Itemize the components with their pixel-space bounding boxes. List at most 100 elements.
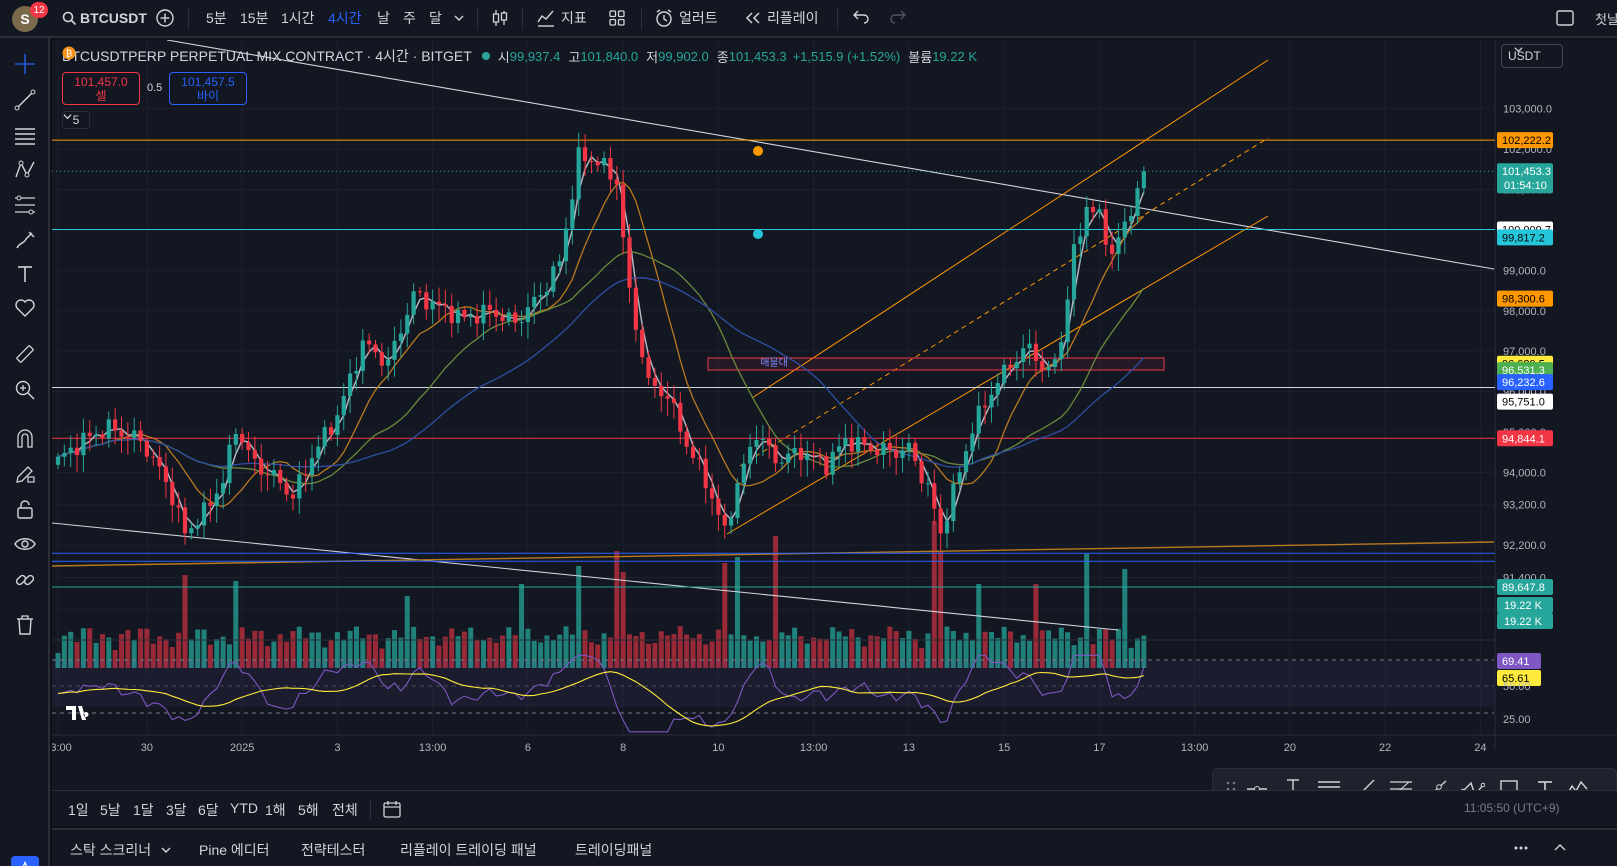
- volume-bar: [868, 635, 874, 668]
- candle-body: [55, 456, 61, 465]
- zoom-tool[interactable]: [13, 378, 37, 402]
- pattern-tool[interactable]: [13, 158, 37, 182]
- indicators-button[interactable]: 지표: [536, 0, 587, 36]
- redo-button[interactable]: [889, 0, 907, 36]
- candle-body: [341, 396, 346, 416]
- candle-body: [913, 442, 918, 462]
- tab-pine-editor[interactable]: Pine 에디터: [199, 842, 270, 858]
- magnet-tool[interactable]: [13, 426, 37, 450]
- period-day[interactable]: 날: [377, 10, 390, 26]
- range-1m[interactable]: 1달: [133, 802, 154, 818]
- time-tick-label: 22: [1379, 742, 1391, 754]
- volume-bar: [690, 638, 696, 668]
- candle-body: [881, 442, 886, 456]
- price-chart[interactable]: 매물대103,000.0102,000.0101,000.0100,000.09…: [52, 40, 1617, 790]
- candle-body: [513, 312, 518, 323]
- fib-tool[interactable]: [13, 193, 37, 217]
- volume-bar: [779, 632, 785, 668]
- currency-select[interactable]: USDT: [1501, 44, 1563, 68]
- indicators-label: 지표: [561, 10, 587, 26]
- candle-body: [944, 521, 950, 534]
- symbol-legend: ₿ BTCUSDTPERP PERPETUAL MIX CONTRACT · 4…: [62, 46, 977, 66]
- tab-stock-screener[interactable]: 스탁 스크리너: [70, 840, 171, 860]
- lock-drawings-tool[interactable]: [13, 497, 37, 521]
- trend-line-tool[interactable]: [13, 88, 37, 112]
- watchlist-button[interactable]: [11, 856, 39, 866]
- panel-options-button[interactable]: [1512, 840, 1530, 859]
- chart-area[interactable]: 매물대103,000.0102,000.0101,000.0100,000.09…: [52, 40, 1617, 790]
- time-tick-label: 13:00: [800, 742, 828, 754]
- symbol-name: BTCUSDT: [80, 10, 147, 26]
- candle-body: [462, 309, 467, 318]
- bitcoin-logo-icon: ₿: [62, 46, 76, 60]
- favorites-tool[interactable]: [13, 296, 37, 320]
- volume-bar: [341, 639, 347, 668]
- first-day-label[interactable]: 첫날: [1595, 11, 1617, 27]
- range-5d[interactable]: 5날: [100, 802, 121, 818]
- link-tool[interactable]: [13, 568, 37, 592]
- hide-drawings-tool[interactable]: [13, 532, 37, 556]
- range-1y[interactable]: 1해: [265, 802, 286, 818]
- compare-symbol-button[interactable]: [155, 0, 175, 36]
- candle-body: [138, 430, 143, 442]
- range-6m[interactable]: 6달: [198, 802, 219, 818]
- range-5y[interactable]: 5해: [298, 802, 319, 818]
- alert-marker: [753, 229, 763, 239]
- tab-strategy-tester[interactable]: 전략테스터: [301, 842, 366, 858]
- symbol-search-button[interactable]: BTCUSDT: [62, 0, 147, 36]
- maximize-panel-button[interactable]: [1552, 840, 1568, 859]
- candle-body: [614, 179, 619, 185]
- brush-tool[interactable]: [13, 228, 37, 252]
- volume-axis-label-text: 19.22 K: [1504, 616, 1543, 628]
- clock-readout[interactable]: 11:05:50 (UTC+9): [1464, 801, 1560, 815]
- alert-button[interactable]: 얼러트: [654, 0, 718, 36]
- toolbar-divider: [522, 8, 523, 30]
- candle-body: [1116, 237, 1121, 254]
- templates-button[interactable]: [608, 0, 626, 36]
- volume-bar: [74, 641, 80, 668]
- timeframe-1h[interactable]: 1시간: [281, 10, 315, 26]
- candle-body: [132, 430, 137, 438]
- volume-bar: [925, 633, 931, 668]
- go-to-date-button[interactable]: [382, 799, 402, 822]
- legend-title[interactable]: BTCUSDTPERP PERPETUAL MIX CONTRACT · 4시간…: [62, 48, 472, 64]
- timeframe-dropdown[interactable]: [453, 0, 465, 36]
- toolbar-divider: [837, 8, 838, 30]
- sell-button[interactable]: 101,457.0 셀: [62, 72, 140, 105]
- timeframe-15m[interactable]: 15분: [240, 10, 269, 26]
- timeframe-4h[interactable]: 4시간: [328, 10, 362, 26]
- tab-replay-trading-panel[interactable]: 리플레이 트레이딩 패널: [400, 842, 537, 858]
- range-1d[interactable]: 1일: [68, 802, 89, 818]
- measure-tool[interactable]: [13, 342, 37, 366]
- buy-button[interactable]: 101,457.5 바이: [169, 72, 247, 105]
- price-axis-label: [1497, 579, 1553, 595]
- chart-type-button[interactable]: [491, 0, 509, 36]
- horizontal-lines-tool[interactable]: [13, 124, 37, 148]
- candle-body: [443, 304, 448, 306]
- volume-bar: [1033, 584, 1039, 668]
- fullscreen-button[interactable]: [1555, 0, 1575, 36]
- range-ytd[interactable]: YTD: [230, 800, 258, 816]
- range-all[interactable]: 전체: [332, 802, 358, 818]
- crosshair-tool[interactable]: [13, 52, 37, 76]
- pencil-lock-icon: [16, 466, 35, 483]
- text-tool[interactable]: [13, 262, 37, 286]
- replay-button[interactable]: 리플레이: [744, 0, 819, 36]
- indicator-collapse-toggle[interactable]: 5: [62, 111, 90, 129]
- candle-body: [1059, 342, 1064, 360]
- volume-bar: [563, 626, 569, 668]
- timeframe-5m[interactable]: 5분: [206, 10, 227, 26]
- candle-body: [449, 305, 454, 324]
- volume-bar: [1096, 629, 1102, 668]
- undo-button[interactable]: [852, 0, 870, 36]
- period-month[interactable]: 달: [429, 10, 442, 26]
- stay-in-drawing-tool[interactable]: [13, 462, 37, 486]
- range-3m[interactable]: 3달: [166, 802, 187, 818]
- volume-bar: [836, 631, 842, 668]
- period-week[interactable]: 주: [403, 10, 416, 26]
- volume-bar: [119, 634, 124, 668]
- tab-trading-panel[interactable]: 트레이딩패널: [575, 842, 653, 858]
- candle-body: [1103, 209, 1108, 245]
- remove-drawings-tool[interactable]: [13, 613, 37, 637]
- candle-body: [989, 394, 994, 408]
